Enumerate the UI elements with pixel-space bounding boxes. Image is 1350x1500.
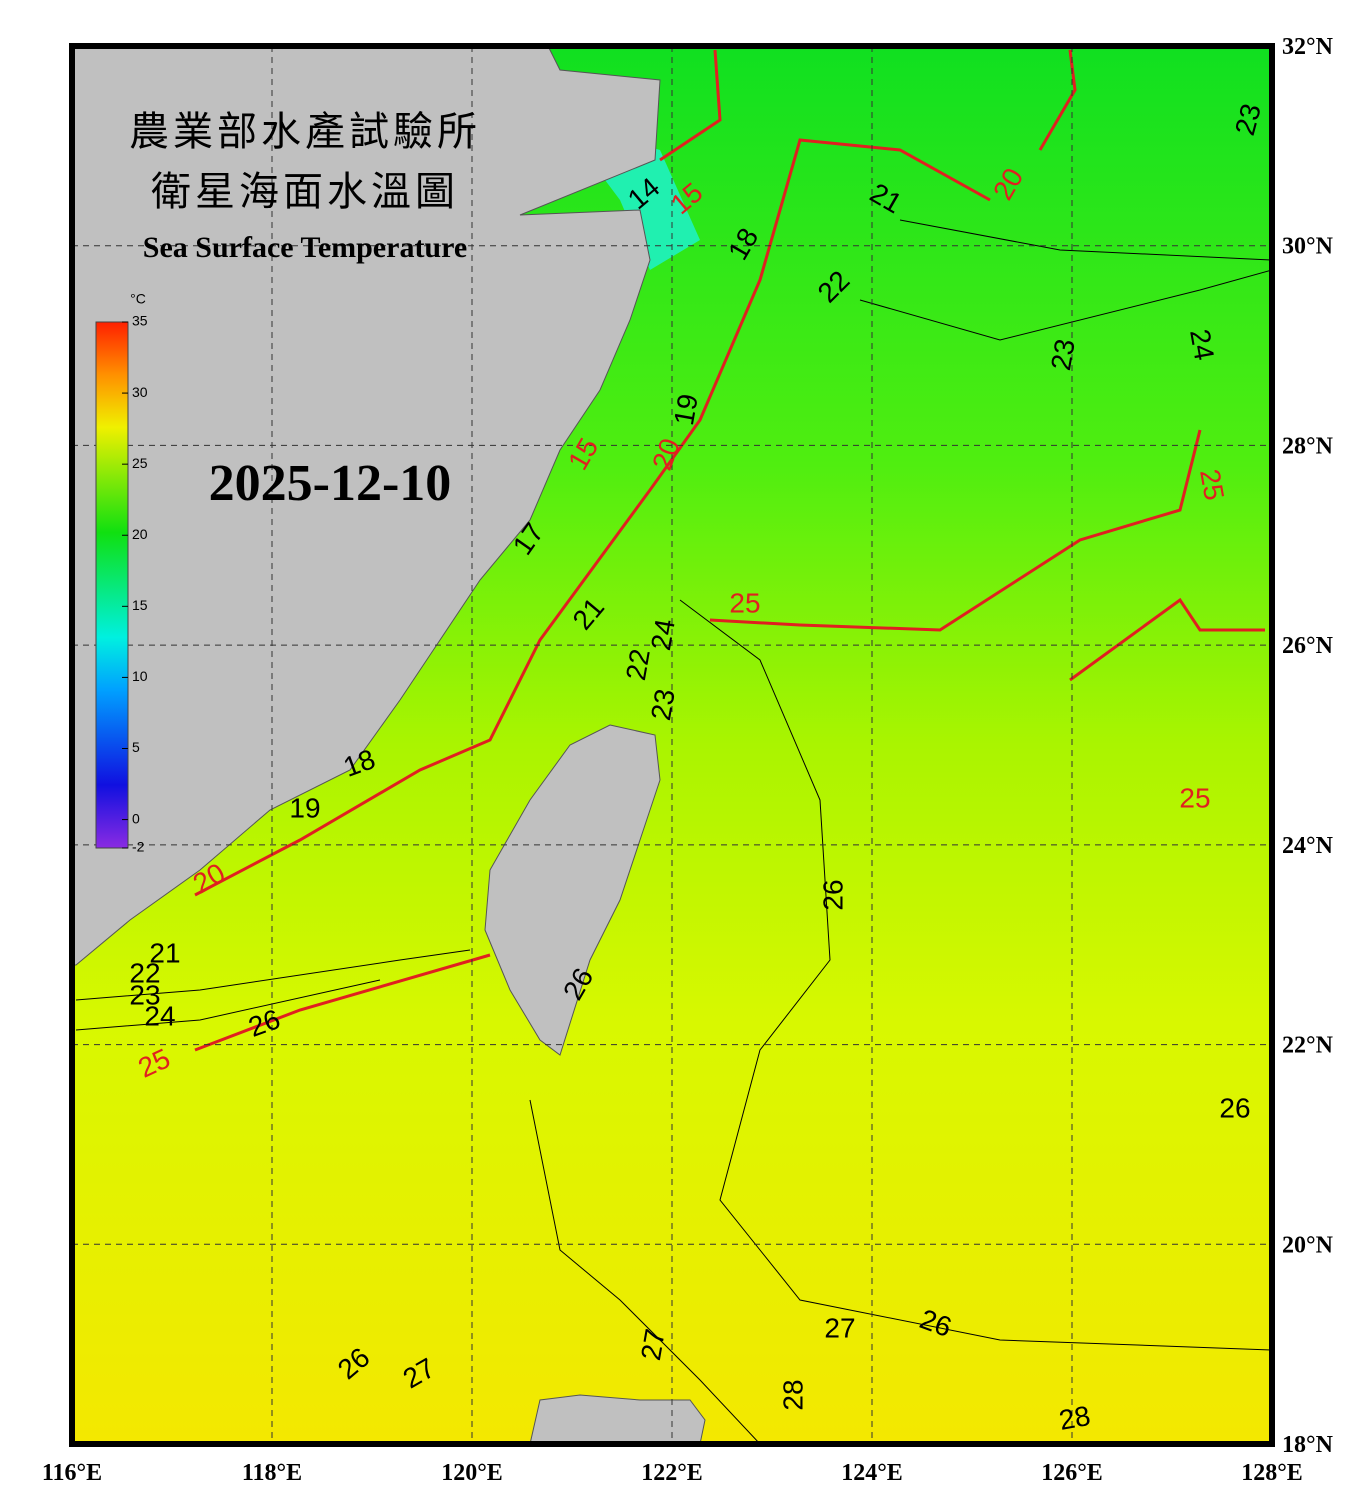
lat-tick-label: 30°N — [1282, 234, 1334, 260]
colorbar-tick-label: 25 — [132, 455, 148, 471]
contour-label: 19 — [289, 792, 320, 823]
contour-label: 25 — [1194, 467, 1230, 503]
contour-label: 19 — [668, 392, 704, 428]
date: 2025-12-10 — [209, 455, 452, 512]
title-zh-2: 衛星海面水溫圖 — [151, 169, 459, 215]
lon-tick-label: 122°E — [641, 1460, 703, 1486]
colorbar-tick-label: 0 — [132, 810, 140, 826]
colorbar-tick-label: 5 — [132, 739, 140, 755]
lon-tick-label: 116°E — [42, 1460, 102, 1486]
lon-tick-label: 118°E — [242, 1460, 302, 1486]
taiwan — [484, 724, 661, 1056]
contour-label: 23 — [645, 687, 681, 723]
contour-label: 28 — [1057, 1400, 1093, 1436]
contour-label: 26 — [817, 879, 848, 910]
contour-label: 28 — [777, 1379, 808, 1410]
contour-label: 24 — [144, 1000, 175, 1031]
contour-label: 24 — [645, 617, 681, 653]
contour-label: 24 — [1184, 327, 1220, 363]
lat-tick-label: 26°N — [1282, 633, 1334, 659]
mainland — [72, 46, 661, 966]
title-en: Sea Surface Temperature — [143, 231, 467, 264]
lon-tick-label: 124°E — [841, 1460, 903, 1486]
luzon — [529, 1394, 706, 1444]
contour-label: 22 — [620, 647, 656, 683]
contour-label: 25 — [729, 587, 760, 618]
lon-tick-label: 126°E — [1041, 1460, 1103, 1486]
contour-label: 27 — [635, 1327, 671, 1363]
contour-label: 23 — [1045, 337, 1081, 373]
colorbar-tick-label: 15 — [132, 597, 148, 613]
lat-tick-label: 28°N — [1282, 433, 1334, 459]
colorbar-tick-label: 30 — [132, 384, 148, 400]
lon-tick-label: 128°E — [1241, 1460, 1303, 1486]
contour-25-20 — [194, 49, 1265, 1052]
lon-tick-label: 120°E — [441, 1460, 503, 1486]
contour-label: 22 — [129, 957, 160, 988]
colorbar-tick-label: 35 — [132, 313, 148, 329]
lat-tick-label: 22°N — [1282, 1033, 1334, 1059]
contour-lines — [75, 219, 1272, 1444]
contour-label: 27 — [824, 1312, 855, 1343]
colorbar-tick-label: 10 — [132, 668, 148, 684]
lat-tick-label: 18°N — [1282, 1432, 1334, 1458]
lat-tick-label: 32°N — [1282, 34, 1334, 60]
colorbar-unit: °C — [130, 291, 146, 307]
colorbar — [95, 321, 129, 849]
colorbar-tick-label: 20 — [132, 526, 148, 542]
lat-tick-label: 20°N — [1282, 1232, 1334, 1258]
lat-tick-label: 24°N — [1282, 833, 1334, 859]
grid — [71, 45, 1273, 1445]
colorbar-tick-label: -2 — [132, 839, 145, 855]
contour-label: 23 — [129, 979, 160, 1010]
contour-label: 25 — [1179, 782, 1210, 813]
map-frame — [69, 43, 1275, 1447]
contour-label: 26 — [1219, 1092, 1250, 1123]
title-zh-1: 農業部水產試驗所 — [129, 109, 481, 155]
contour-label: 21 — [149, 937, 180, 968]
